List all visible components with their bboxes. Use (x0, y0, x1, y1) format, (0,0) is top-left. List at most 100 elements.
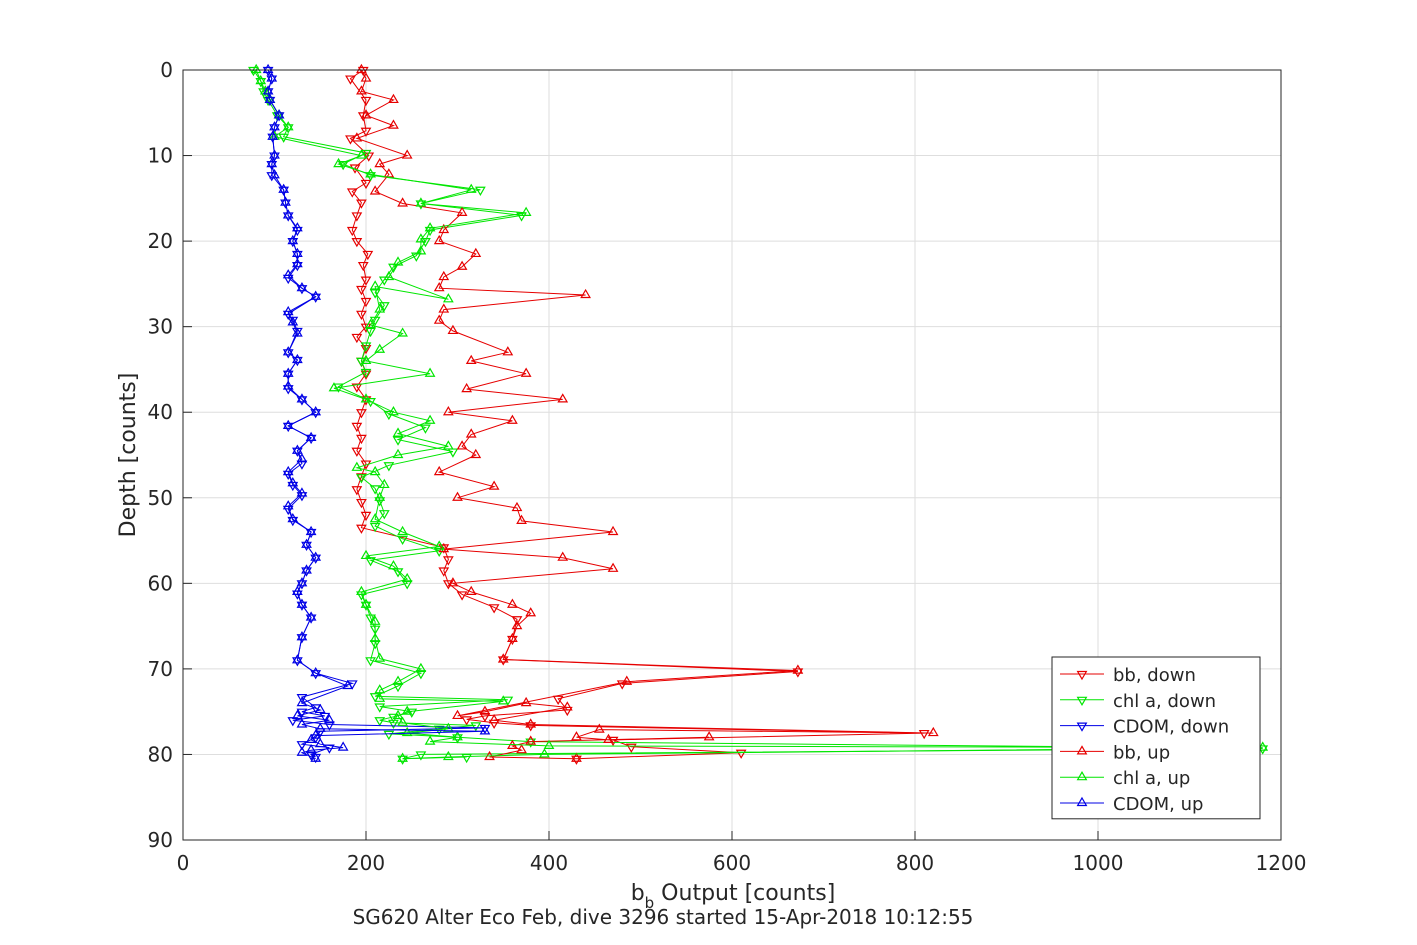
data-point (278, 183, 290, 193)
data-point (291, 356, 303, 367)
data-point (415, 233, 427, 243)
data-point (438, 567, 450, 577)
data-point (266, 75, 278, 85)
data-point (447, 577, 459, 587)
legend-label: bb, up (1113, 742, 1170, 763)
data-point (452, 731, 463, 741)
data-point (456, 591, 468, 601)
data-point (296, 393, 308, 403)
legend-label: chl a, up (1113, 768, 1190, 789)
data-point (301, 541, 312, 552)
data-point (397, 755, 408, 765)
legend-label: bb, down (1113, 665, 1196, 686)
y-axis-label: Depth [counts] (116, 373, 141, 538)
data-point (424, 414, 436, 424)
data-point (333, 157, 344, 168)
data-point (525, 738, 537, 748)
data-point (479, 712, 491, 723)
data-point (488, 604, 500, 614)
data-point (571, 752, 582, 762)
data-point (301, 564, 312, 574)
data-point (525, 718, 537, 728)
data-point (456, 260, 468, 270)
data-point (442, 722, 454, 732)
data-point (378, 302, 390, 312)
data-point (351, 461, 363, 471)
data-point (424, 367, 436, 377)
data-point (356, 310, 367, 321)
data-point (305, 434, 317, 445)
data-point (296, 460, 308, 470)
data-point (369, 280, 381, 290)
legend-item: bb, up (1060, 742, 1170, 763)
data-point (291, 222, 303, 232)
data-point (296, 281, 308, 292)
data-point (392, 427, 404, 437)
data-point (452, 491, 463, 501)
data-point (474, 186, 486, 196)
data-point (291, 444, 303, 454)
data-point (1257, 741, 1269, 751)
data-point (465, 585, 477, 595)
data-point (470, 722, 482, 732)
data-point (287, 477, 299, 487)
data-point (269, 121, 280, 131)
data-point (356, 149, 367, 159)
data-point (365, 614, 376, 624)
data-point (625, 743, 637, 753)
data-point (282, 465, 294, 476)
data-point (351, 422, 363, 433)
y-tick-label: 0 (160, 58, 173, 82)
data-point (415, 200, 427, 210)
data-point (397, 327, 408, 337)
data-point (479, 725, 491, 735)
series-5 (262, 63, 491, 762)
data-point (392, 682, 404, 693)
data-point (262, 63, 274, 74)
x-tick-label: 1000 (1073, 851, 1124, 875)
data-point (401, 572, 413, 583)
data-point (507, 598, 518, 608)
data-point (369, 632, 381, 643)
data-point (516, 514, 527, 524)
x-axis-label-subscript: b (645, 894, 655, 912)
data-point (360, 342, 372, 352)
data-point (397, 752, 408, 762)
data-point (291, 654, 303, 664)
series-layer (248, 63, 1269, 765)
data-point (520, 206, 532, 216)
data-point (424, 222, 436, 232)
y-tick-label: 90 (148, 828, 173, 852)
data-point (374, 692, 386, 702)
data-point (351, 238, 363, 248)
data-point (310, 554, 322, 564)
data-point (442, 556, 454, 566)
data-point (296, 746, 308, 756)
data-point (621, 675, 633, 685)
data-point (282, 370, 294, 380)
data-point (447, 324, 459, 335)
data-point (356, 524, 367, 534)
data-point (735, 749, 747, 759)
data-point (497, 695, 509, 705)
data-point (383, 462, 395, 472)
data-point (433, 314, 445, 324)
legend-item: CDOM, up (1060, 794, 1203, 815)
data-point (438, 223, 450, 234)
legend-item: bb, down (1060, 665, 1196, 686)
data-point (388, 119, 399, 129)
data-point (360, 179, 372, 190)
legend-marker (1076, 670, 1088, 681)
data-point (392, 448, 404, 459)
data-point (365, 318, 376, 329)
data-point (356, 285, 367, 296)
figure-caption: SG620 Alter Eco Feb, dive 3296 started 1… (353, 905, 974, 929)
data-point (420, 424, 431, 434)
data-point (392, 675, 404, 685)
data-point (571, 755, 582, 765)
data-point (360, 598, 372, 608)
x-axis-label-main: b (631, 881, 645, 906)
data-point (360, 511, 372, 522)
data-point (356, 498, 367, 509)
data-point (539, 748, 550, 758)
